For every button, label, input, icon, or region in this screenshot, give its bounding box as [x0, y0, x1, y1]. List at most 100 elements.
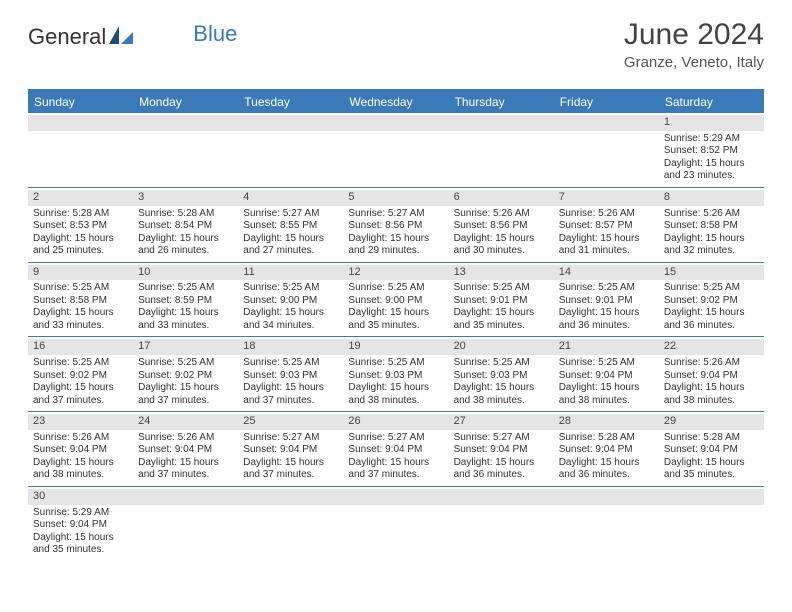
- day-number: [449, 489, 554, 505]
- cell-dl2: and 37 minutes.: [138, 395, 233, 408]
- cell-sunset: Sunset: 9:04 PM: [33, 519, 128, 532]
- day-header: Thursday: [449, 91, 554, 113]
- cell-sunset: Sunset: 9:04 PM: [454, 444, 549, 457]
- day-number: 5: [343, 190, 448, 206]
- cell-sunset: Sunset: 9:04 PM: [348, 444, 443, 457]
- day-number: 30: [28, 489, 133, 505]
- day-number: 20: [449, 339, 554, 355]
- cell-sunrise: Sunrise: 5:27 AM: [348, 208, 443, 221]
- month-title: June 2024: [624, 18, 764, 52]
- cell-dl1: Daylight: 15 hours: [559, 233, 654, 246]
- day-cell: [343, 487, 448, 561]
- cell-sunrise: Sunrise: 5:25 AM: [138, 357, 233, 370]
- cell-sunrise: Sunrise: 5:29 AM: [664, 133, 759, 146]
- day-header: Saturday: [659, 91, 764, 113]
- day-number: [449, 115, 554, 131]
- day-number: 27: [449, 414, 554, 430]
- cell-dl1: Daylight: 15 hours: [33, 233, 128, 246]
- cell-dl1: Daylight: 15 hours: [559, 307, 654, 320]
- cell-dl1: Daylight: 15 hours: [348, 382, 443, 395]
- day-number: 4: [238, 190, 343, 206]
- cell-sunrise: Sunrise: 5:25 AM: [33, 357, 128, 370]
- day-number: 2: [28, 190, 133, 206]
- cell-sunrise: Sunrise: 5:28 AM: [138, 208, 233, 221]
- day-number: [554, 115, 659, 131]
- cell-sunrise: Sunrise: 5:25 AM: [559, 357, 654, 370]
- cell-sunset: Sunset: 8:56 PM: [348, 220, 443, 233]
- cell-dl1: Daylight: 15 hours: [454, 457, 549, 470]
- cell-dl1: Daylight: 15 hours: [138, 233, 233, 246]
- cell-sunset: Sunset: 9:04 PM: [664, 370, 759, 383]
- cell-dl2: and 35 minutes.: [348, 320, 443, 333]
- cell-dl1: Daylight: 15 hours: [454, 233, 549, 246]
- day-cell: 29Sunrise: 5:28 AMSunset: 9:04 PMDayligh…: [659, 412, 764, 486]
- cell-dl2: and 32 minutes.: [664, 245, 759, 258]
- day-number: 17: [133, 339, 238, 355]
- cell-sunset: Sunset: 9:01 PM: [559, 295, 654, 308]
- cell-sunrise: Sunrise: 5:25 AM: [33, 282, 128, 295]
- cell-dl1: Daylight: 15 hours: [33, 457, 128, 470]
- brand-part2: Blue: [193, 21, 237, 47]
- day-cell: [554, 487, 659, 561]
- day-number: 6: [449, 190, 554, 206]
- day-number: 28: [554, 414, 659, 430]
- weeks-container: 1Sunrise: 5:29 AMSunset: 8:52 PMDaylight…: [28, 113, 764, 561]
- cell-dl2: and 37 minutes.: [243, 469, 338, 482]
- day-cell: 10Sunrise: 5:25 AMSunset: 8:59 PMDayligh…: [133, 263, 238, 337]
- day-number: 7: [554, 190, 659, 206]
- day-cell: 28Sunrise: 5:28 AMSunset: 9:04 PMDayligh…: [554, 412, 659, 486]
- cell-dl1: Daylight: 15 hours: [348, 233, 443, 246]
- day-cell: 7Sunrise: 5:26 AMSunset: 8:57 PMDaylight…: [554, 188, 659, 262]
- cell-sunrise: Sunrise: 5:26 AM: [33, 432, 128, 445]
- cell-sunrise: Sunrise: 5:26 AM: [559, 208, 654, 221]
- cell-sunrise: Sunrise: 5:26 AM: [454, 208, 549, 221]
- cell-sunset: Sunset: 8:58 PM: [664, 220, 759, 233]
- cell-dl2: and 23 minutes.: [664, 170, 759, 183]
- day-cell: 14Sunrise: 5:25 AMSunset: 9:01 PMDayligh…: [554, 263, 659, 337]
- cell-sunrise: Sunrise: 5:27 AM: [243, 208, 338, 221]
- cell-dl2: and 38 minutes.: [348, 395, 443, 408]
- cell-sunrise: Sunrise: 5:25 AM: [664, 282, 759, 295]
- day-cell: 18Sunrise: 5:25 AMSunset: 9:03 PMDayligh…: [238, 337, 343, 411]
- day-number: [133, 489, 238, 505]
- day-number: 19: [343, 339, 448, 355]
- cell-dl2: and 29 minutes.: [348, 245, 443, 258]
- cell-dl2: and 38 minutes.: [454, 395, 549, 408]
- day-number: [343, 489, 448, 505]
- cell-sunrise: Sunrise: 5:27 AM: [243, 432, 338, 445]
- day-number: 10: [133, 265, 238, 281]
- cell-dl2: and 31 minutes.: [559, 245, 654, 258]
- day-number: 11: [238, 265, 343, 281]
- cell-sunrise: Sunrise: 5:28 AM: [664, 432, 759, 445]
- cell-dl2: and 36 minutes.: [559, 320, 654, 333]
- cell-dl1: Daylight: 15 hours: [243, 382, 338, 395]
- day-cell: 23Sunrise: 5:26 AMSunset: 9:04 PMDayligh…: [28, 412, 133, 486]
- day-cell: [238, 487, 343, 561]
- day-number: 15: [659, 265, 764, 281]
- cell-sunset: Sunset: 9:03 PM: [454, 370, 549, 383]
- cell-dl2: and 26 minutes.: [138, 245, 233, 258]
- cell-dl2: and 36 minutes.: [664, 320, 759, 333]
- day-cell: 9Sunrise: 5:25 AMSunset: 8:58 PMDaylight…: [28, 263, 133, 337]
- cell-dl2: and 33 minutes.: [138, 320, 233, 333]
- day-cell: 16Sunrise: 5:25 AMSunset: 9:02 PMDayligh…: [28, 337, 133, 411]
- cell-sunset: Sunset: 8:55 PM: [243, 220, 338, 233]
- cell-dl2: and 36 minutes.: [559, 469, 654, 482]
- cell-sunset: Sunset: 9:04 PM: [559, 444, 654, 457]
- cell-sunset: Sunset: 9:01 PM: [454, 295, 549, 308]
- day-cell: 3Sunrise: 5:28 AMSunset: 8:54 PMDaylight…: [133, 188, 238, 262]
- day-cell: 30Sunrise: 5:29 AMSunset: 9:04 PMDayligh…: [28, 487, 133, 561]
- day-number: [554, 489, 659, 505]
- cell-sunrise: Sunrise: 5:29 AM: [33, 507, 128, 520]
- sail-icon: [109, 24, 135, 50]
- day-cell: 26Sunrise: 5:27 AMSunset: 9:04 PMDayligh…: [343, 412, 448, 486]
- day-number: 21: [554, 339, 659, 355]
- day-cell: 27Sunrise: 5:27 AMSunset: 9:04 PMDayligh…: [449, 412, 554, 486]
- day-number: [28, 115, 133, 131]
- cell-sunrise: Sunrise: 5:25 AM: [454, 282, 549, 295]
- day-header: Monday: [133, 91, 238, 113]
- day-number: 13: [449, 265, 554, 281]
- day-number: 22: [659, 339, 764, 355]
- cell-dl1: Daylight: 15 hours: [33, 307, 128, 320]
- cell-sunrise: Sunrise: 5:26 AM: [138, 432, 233, 445]
